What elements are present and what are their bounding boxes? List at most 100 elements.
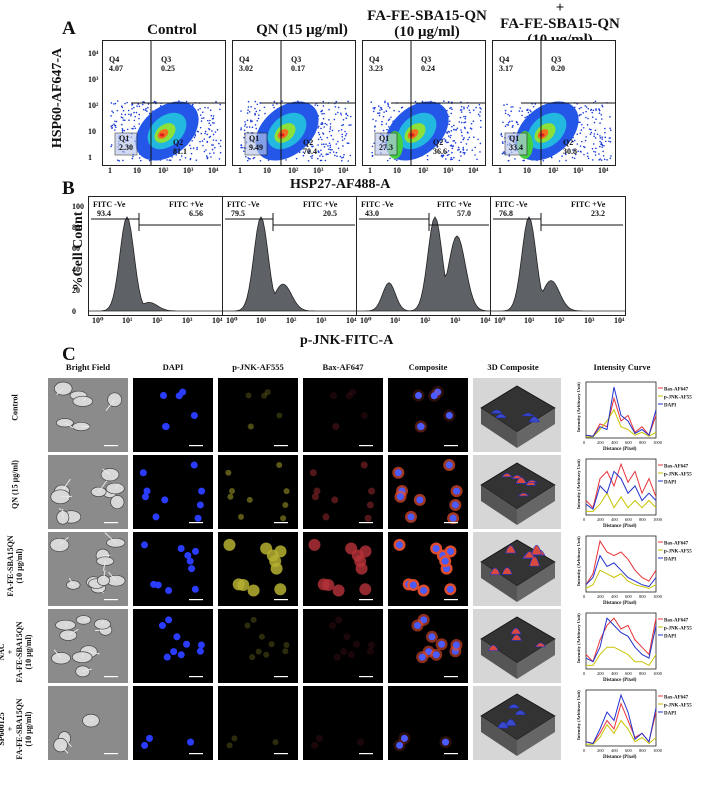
- histogram-area: [491, 216, 625, 312]
- x-tick-label: 800: [639, 517, 647, 522]
- bax-signal: [332, 423, 340, 431]
- intensity-curve-chart: Bax-AF647 p-JNK-AF555 DAPI 0 200 400 600 800 100…: [572, 378, 695, 452]
- scatter-dot: [591, 111, 594, 114]
- scatter-dot: [244, 121, 246, 123]
- scatter-dot: [122, 109, 125, 112]
- scale-bar: [274, 445, 288, 447]
- scatter-dot: [339, 155, 342, 158]
- scatter-dot: [372, 107, 375, 109]
- x-tick-label: 0: [583, 440, 586, 445]
- scatter-dot: [532, 105, 535, 108]
- scatter-dot: [599, 158, 602, 160]
- scatter-dot: [459, 109, 462, 111]
- plot-frame: [585, 612, 657, 670]
- scatter-dot: [506, 123, 508, 126]
- series-line: [586, 408, 657, 438]
- scatter-dot: [142, 108, 145, 111]
- series-line: [585, 470, 657, 511]
- scatter-dot: [153, 100, 156, 103]
- q1-gate: [374, 132, 398, 156]
- scatter-dot: [219, 151, 222, 154]
- scatter-dot: [398, 110, 400, 113]
- scatter-dot: [209, 152, 211, 155]
- scatter-dot: [375, 120, 377, 122]
- scatter-dot: [585, 106, 588, 108]
- scatter-dot: [126, 128, 129, 131]
- quadrant-name: Q3: [161, 55, 172, 64]
- scatter-dot: [472, 120, 475, 123]
- cell-process: [94, 629, 106, 632]
- scatter-dot: [342, 119, 345, 121]
- scatter-dot: [521, 110, 523, 113]
- quadrant-label: Q2 36.6: [433, 138, 447, 156]
- scatter-dot: [148, 159, 151, 162]
- dapi-image: [133, 609, 213, 683]
- pjnk-signal: [264, 389, 271, 396]
- density-peak: [279, 133, 285, 137]
- scatter-dot: [111, 110, 113, 112]
- scatter-dot: [243, 150, 245, 152]
- scatter-dot: [214, 131, 217, 133]
- scatter-dot: [339, 112, 342, 115]
- x-tick-label: 1: [498, 166, 502, 175]
- scatter-dot: [388, 118, 391, 120]
- pjnk-signal: [237, 579, 250, 592]
- scatter-dot: [508, 120, 511, 123]
- bax-signal: [309, 469, 317, 477]
- scatter-dot: [211, 130, 213, 132]
- scatter-dot: [599, 137, 602, 139]
- composite-nucleus: [417, 423, 425, 431]
- quadrant-label: Q1 27.3: [379, 134, 393, 152]
- scatter-dot: [123, 129, 126, 132]
- y-tick-label: 40: [72, 265, 80, 274]
- scatter-dot: [460, 131, 463, 133]
- scatter-dot: [599, 140, 601, 143]
- quadrant-label: Q1 2.30: [119, 134, 133, 152]
- scatter-dot: [474, 146, 476, 149]
- scatter-dot: [340, 129, 343, 131]
- scatter-dot: [463, 115, 465, 118]
- scatter-dot: [534, 103, 537, 105]
- histogram-svg: [491, 213, 625, 312]
- plot-frame: [585, 689, 657, 747]
- pjnk-signal: [263, 651, 270, 658]
- scatter-dot: [580, 140, 583, 143]
- scatter-dot: [202, 144, 204, 147]
- intensity-curve-chart: Bax-AF647 p-JNK-AF555 DAPI 0 200 400 600 800 100…: [572, 532, 695, 606]
- scale-bar: [359, 522, 373, 524]
- scatter-dot: [468, 136, 471, 139]
- scatter-dot: [341, 133, 343, 136]
- scatter-dot: [464, 121, 467, 123]
- scatter-dot: [475, 106, 477, 109]
- quadrant-value: 81.1: [173, 147, 187, 156]
- quadrant-name: Q4: [239, 55, 250, 64]
- scatter-dot: [246, 119, 249, 122]
- scatter-dot: [476, 158, 478, 161]
- q1-gate: [504, 132, 528, 156]
- scatter-dot: [445, 151, 448, 154]
- scatter-dot: [590, 131, 593, 134]
- cell-body: [82, 713, 100, 728]
- scatter-dot: [479, 142, 482, 145]
- composite-nucleus: [445, 461, 453, 469]
- scatter-dot: [507, 159, 510, 162]
- scatter-dot: [591, 159, 594, 161]
- pos-label: FITC +Ve: [437, 200, 472, 209]
- series-line: [586, 492, 657, 512]
- composite-3d-svg: [480, 616, 556, 679]
- scatter-dot: [451, 151, 453, 154]
- scatter-dot: [579, 145, 582, 147]
- panel-a-xlabel: HSP27-AF488-A: [290, 177, 391, 192]
- scatter-dot: [169, 159, 172, 162]
- scatter-dot: [321, 123, 323, 126]
- scatter-dot: [323, 112, 325, 115]
- scatter-dot: [463, 126, 466, 129]
- scatter-dot: [195, 159, 198, 162]
- scatter-dot: [329, 123, 332, 125]
- 3d-peak: [510, 627, 522, 635]
- scatter-dot: [327, 153, 329, 156]
- column-header: Bax-AF647: [322, 362, 364, 372]
- scatter-dot: [599, 122, 601, 124]
- scatter-dot: [212, 144, 214, 146]
- scatter-dot: [259, 102, 262, 104]
